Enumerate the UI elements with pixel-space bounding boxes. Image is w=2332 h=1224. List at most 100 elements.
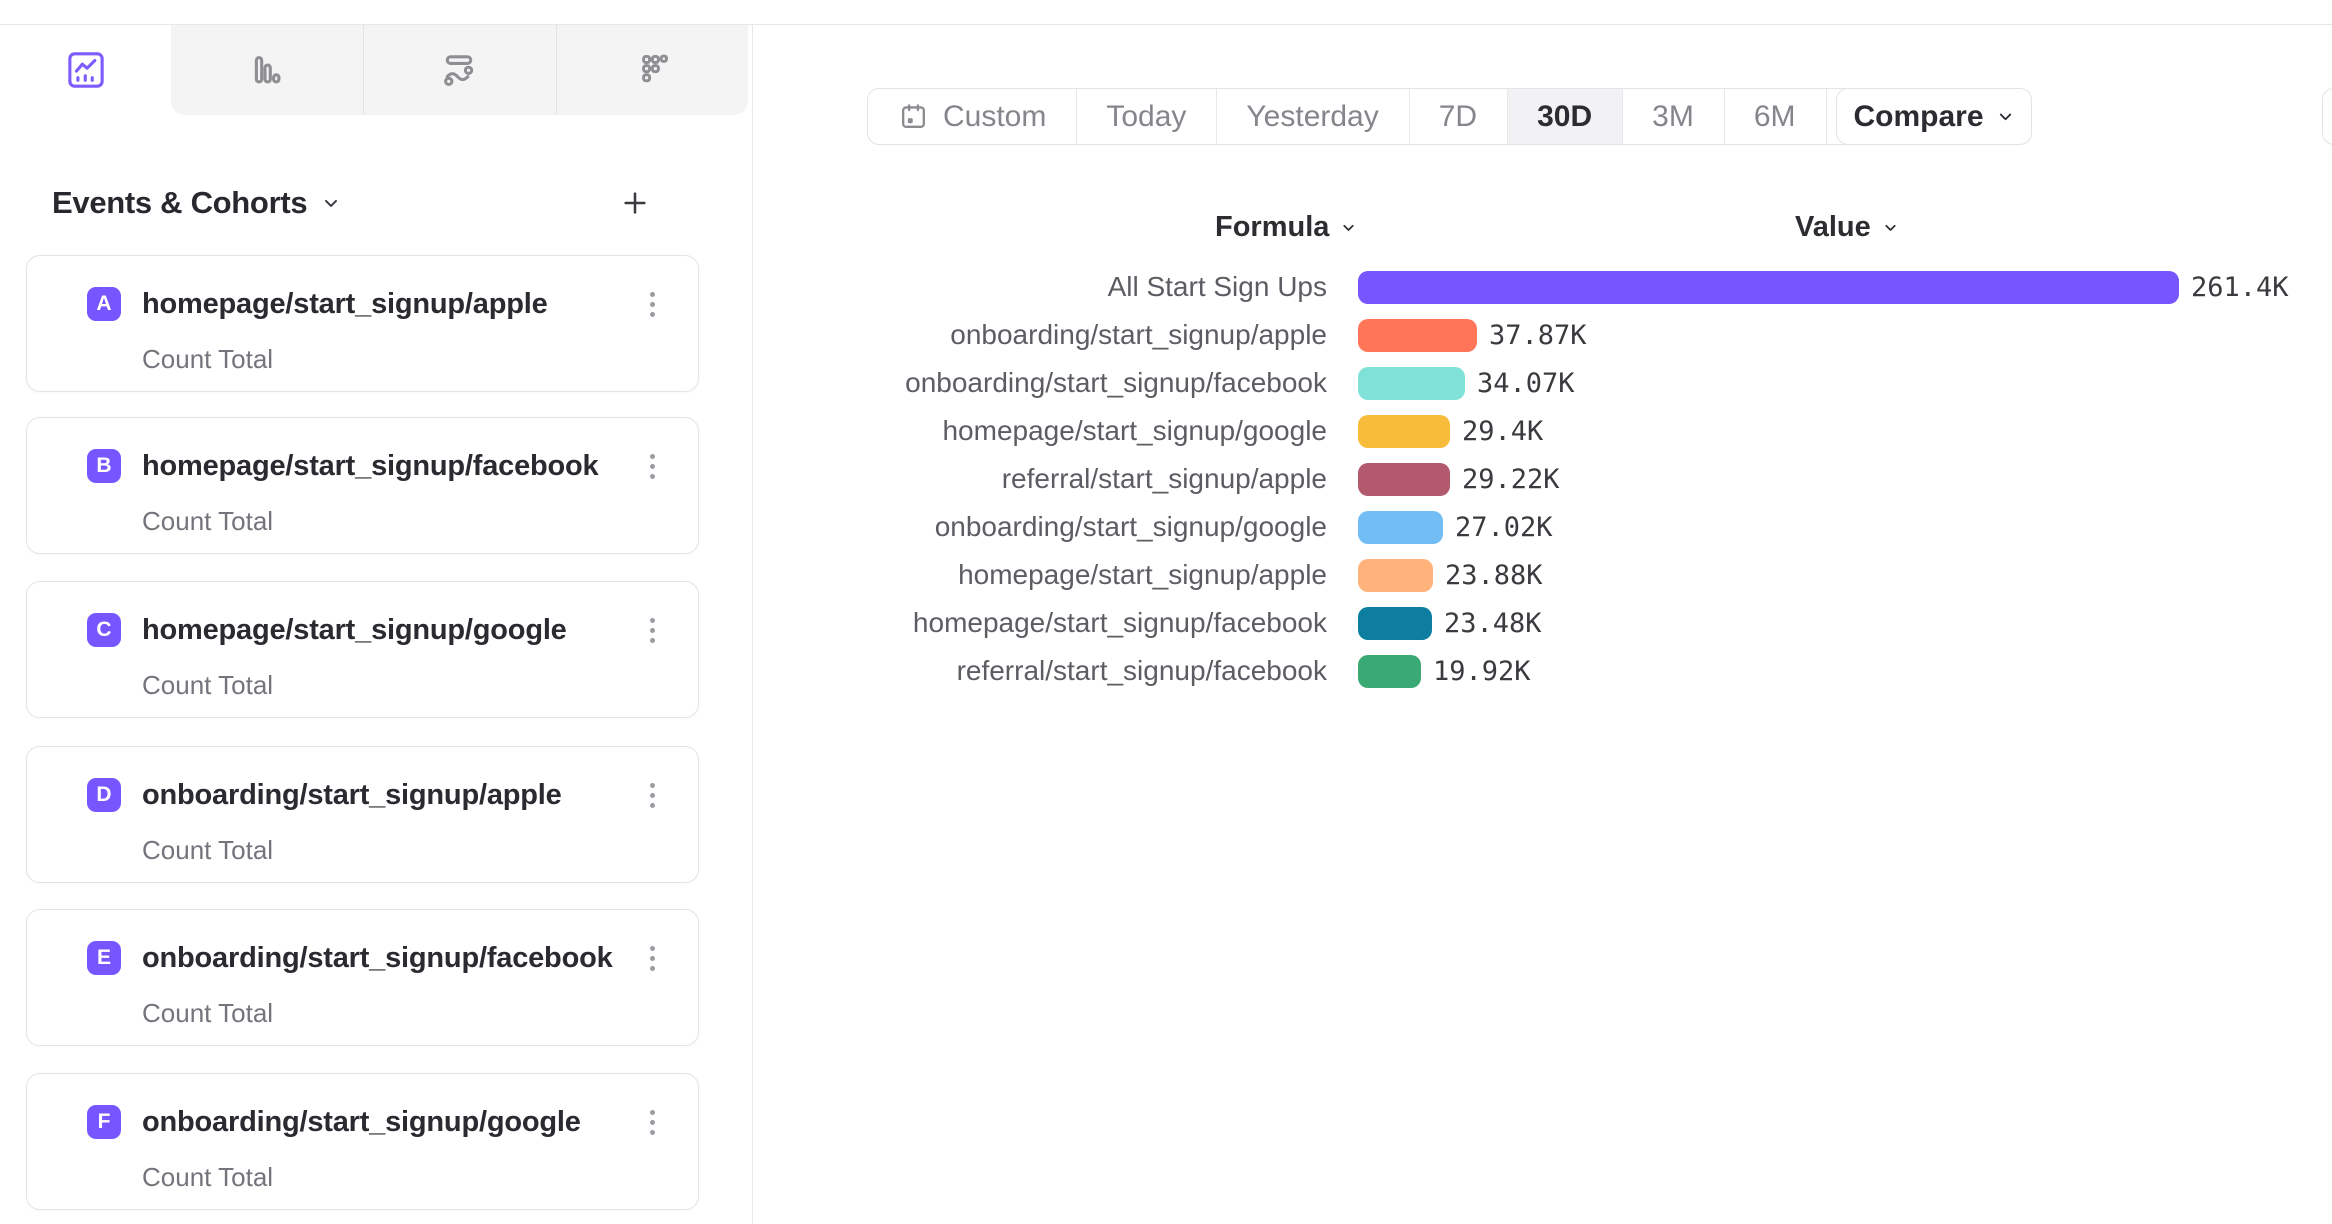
chart-row: onboarding/start_signup/google 27.02K bbox=[900, 503, 2330, 551]
event-name: onboarding/start_signup/apple bbox=[142, 778, 562, 811]
date-range-label: 7D bbox=[1438, 99, 1478, 133]
events-cohorts-title: Events & Cohorts bbox=[52, 185, 308, 220]
event-metric: Count Total bbox=[142, 835, 274, 865]
date-range-6m[interactable]: 6M bbox=[1723, 89, 1826, 144]
value-column-header[interactable]: Value bbox=[1795, 211, 1899, 244]
chart-bar-value: 29.22K bbox=[1462, 463, 1560, 495]
bar-chart-icon bbox=[245, 48, 289, 92]
kebab-icon bbox=[649, 1109, 655, 1135]
clipped-button[interactable] bbox=[2322, 88, 2332, 145]
kebab-icon bbox=[649, 617, 655, 643]
kebab-icon bbox=[649, 453, 655, 479]
event-options-button[interactable] bbox=[634, 1104, 670, 1140]
chart-bar-value: 37.87K bbox=[1489, 319, 1587, 351]
event-options-button[interactable] bbox=[634, 940, 670, 976]
formula-header-label: Formula bbox=[1215, 211, 1330, 243]
date-range-label: Yesterday bbox=[1246, 99, 1379, 133]
chart-row-label: homepage/start_signup/apple bbox=[958, 559, 1327, 590]
chart-row-label: onboarding/start_signup/google bbox=[934, 511, 1327, 542]
event-name: homepage/start_signup/facebook bbox=[142, 449, 599, 482]
event-name: onboarding/start_signup/google bbox=[142, 1105, 581, 1138]
date-range-30d[interactable]: 30D bbox=[1507, 89, 1623, 144]
chart-bar[interactable] bbox=[1358, 270, 2179, 304]
tab-flow[interactable] bbox=[363, 25, 555, 115]
chart-bar-value: 261.4K bbox=[2191, 271, 2289, 303]
chevron-down-icon[interactable] bbox=[321, 193, 341, 213]
event-options-button[interactable] bbox=[634, 777, 670, 813]
chevron-down-icon bbox=[1996, 107, 2015, 126]
event-letter-badge: A bbox=[87, 287, 121, 321]
chart-type-tabstrip bbox=[0, 25, 748, 115]
date-range-7d[interactable]: 7D bbox=[1408, 89, 1507, 144]
event-name: homepage/start_signup/google bbox=[142, 613, 567, 646]
chart-bar[interactable] bbox=[1358, 510, 1443, 544]
sidebar-divider bbox=[752, 25, 753, 1224]
event-metric: Count Total bbox=[142, 998, 274, 1028]
kebab-icon bbox=[649, 782, 655, 808]
inactive-tabs-group bbox=[171, 25, 748, 115]
chart-bar-value: 19.92K bbox=[1433, 655, 1531, 687]
date-range-custom[interactable]: Custom bbox=[868, 89, 1076, 144]
chart-row-label: homepage/start_signup/google bbox=[942, 415, 1327, 446]
chart-bar[interactable] bbox=[1358, 558, 1433, 592]
event-options-button[interactable] bbox=[634, 286, 670, 322]
chart-bar[interactable] bbox=[1358, 414, 1450, 448]
event-metric: Count Total bbox=[142, 1162, 274, 1192]
event-metric: Count Total bbox=[142, 344, 274, 374]
compare-button[interactable]: Compare bbox=[1836, 88, 2032, 145]
event-letter-badge: E bbox=[87, 941, 121, 975]
date-range-label: 3M bbox=[1652, 99, 1694, 133]
event-options-button[interactable] bbox=[634, 612, 670, 648]
date-range-control: CustomTodayYesterday7D30D3M6M12M bbox=[867, 88, 1945, 145]
date-range-yesterday[interactable]: Yesterday bbox=[1216, 89, 1408, 144]
date-range-3m[interactable]: 3M bbox=[1622, 89, 1724, 144]
kebab-icon bbox=[649, 291, 655, 317]
chart-bar-value: 23.88K bbox=[1445, 559, 1543, 591]
calendar-icon bbox=[898, 101, 929, 132]
tab-dot-grid[interactable] bbox=[555, 25, 748, 115]
plus-icon bbox=[619, 187, 651, 219]
chart-row: onboarding/start_signup/facebook 34.07K bbox=[900, 359, 2330, 407]
chart-row: referral/start_signup/facebook 19.92K bbox=[900, 647, 2330, 695]
chart-row-label: All Start Sign Ups bbox=[1107, 271, 1327, 302]
chart-row: referral/start_signup/apple 29.22K bbox=[900, 455, 2330, 503]
add-event-button[interactable] bbox=[616, 184, 654, 222]
chart-row-label: onboarding/start_signup/facebook bbox=[905, 367, 1327, 398]
dot-grid-icon bbox=[630, 48, 674, 92]
chart-bar[interactable] bbox=[1358, 318, 1477, 352]
event-letter-badge: B bbox=[87, 449, 121, 483]
event-options-button[interactable] bbox=[634, 448, 670, 484]
value-header-label: Value bbox=[1795, 211, 1871, 243]
date-range-today[interactable]: Today bbox=[1076, 89, 1216, 144]
chart-bar[interactable] bbox=[1358, 366, 1465, 400]
chart-bar[interactable] bbox=[1358, 654, 1421, 688]
tab-insights-line-chart[interactable] bbox=[0, 25, 171, 115]
flow-icon bbox=[437, 48, 481, 92]
chart-row: homepage/start_signup/facebook 23.48K bbox=[900, 599, 2330, 647]
bar-chart: All Start Sign Ups 261.4K onboarding/start… bbox=[900, 263, 2330, 695]
chart-row: homepage/start_signup/apple 23.88K bbox=[900, 551, 2330, 599]
chart-row: All Start Sign Ups 261.4K bbox=[900, 263, 2330, 311]
events-cohorts-header: Events & Cohorts bbox=[52, 184, 682, 222]
chart-bar-value: 34.07K bbox=[1477, 367, 1575, 399]
formula-column-header[interactable]: Formula bbox=[1215, 211, 1357, 244]
event-metric: Count Total bbox=[142, 670, 274, 700]
chart-bar[interactable] bbox=[1358, 462, 1450, 496]
tab-bar-chart[interactable] bbox=[171, 25, 363, 115]
chevron-down-icon bbox=[1882, 219, 1899, 236]
chart-row: onboarding/start_signup/apple 37.87K bbox=[900, 311, 2330, 359]
chart-bar[interactable] bbox=[1358, 606, 1432, 640]
chart-row: homepage/start_signup/google 29.4K bbox=[900, 407, 2330, 455]
line-chart-icon bbox=[64, 48, 108, 92]
event-name: onboarding/start_signup/facebook bbox=[142, 941, 613, 974]
